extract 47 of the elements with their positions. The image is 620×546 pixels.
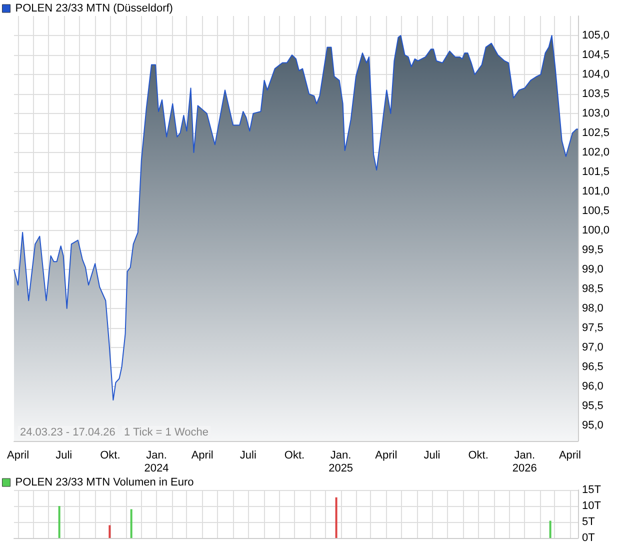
y-tick-label: 10T (582, 500, 602, 512)
y-tick-label: 104,0 (582, 68, 610, 80)
x-tick-label: April (191, 450, 214, 462)
x-tick-label: Okt. (468, 450, 488, 462)
y-tick-label: 97,0 (582, 341, 604, 354)
y-tick-label: 103,5 (582, 88, 610, 100)
y-tick-label: 102,0 (582, 146, 610, 158)
x-tick-label: Jan. 2025 (328, 450, 354, 474)
x-tick-label: Juli (56, 450, 72, 462)
bar (130, 509, 132, 538)
bar (58, 506, 60, 538)
y-tick-label: 99,0 (582, 263, 604, 276)
bar (108, 525, 111, 538)
y-tick-label: 105,0 (582, 29, 610, 42)
bar (335, 497, 338, 538)
y-tick-label: 96,0 (582, 380, 604, 392)
y-tick-label: 0T (582, 532, 596, 544)
y-tick-label: 100,5 (582, 204, 610, 217)
x-tick-label: April (375, 450, 398, 462)
y-tick-label: 102,5 (582, 126, 610, 139)
y-tick-label: 100,0 (582, 224, 610, 236)
y-tick-label: 95,5 (582, 400, 604, 412)
x-tick-label: Jan. 2024 (144, 450, 169, 474)
x-tick-label: Okt. (284, 450, 305, 462)
legend-label: POLEN 23/33 MTN Volumen in Euro (15, 476, 194, 488)
y-tick-label: 5T (582, 516, 596, 528)
y-tick-label: 95,0 (582, 419, 604, 432)
bar (549, 520, 552, 538)
y-tick-label: 104,5 (582, 48, 610, 61)
y-tick-label: 99,5 (582, 244, 604, 256)
x-tick-label: April (7, 450, 30, 462)
y-tick-label: 96,5 (582, 360, 604, 373)
x-tick-label: April (558, 450, 581, 462)
y-tick-label: 98,0 (582, 302, 604, 314)
x-tick-label: Juli (240, 450, 256, 462)
annotation: 1 Tick = 1 Woche (124, 426, 208, 438)
annotation: 24.03.23 - 17.04.26 (20, 426, 116, 438)
y-tick-label: 101,5 (582, 166, 610, 178)
x-tick-label: Okt. (100, 450, 120, 462)
y-tick-label: 97,5 (582, 322, 604, 334)
y-tick-label: 98,5 (582, 282, 604, 295)
y-tick-label: 15T (582, 484, 602, 496)
x-tick-label: Jan. 2026 (512, 450, 537, 474)
y-tick-label: 103,0 (582, 107, 610, 120)
y-tick-label: 101,0 (582, 185, 610, 198)
x-tick-label: Juli (424, 450, 440, 462)
legend-label: POLEN 23/33 MTN (Düsseldorf) (15, 2, 173, 14)
